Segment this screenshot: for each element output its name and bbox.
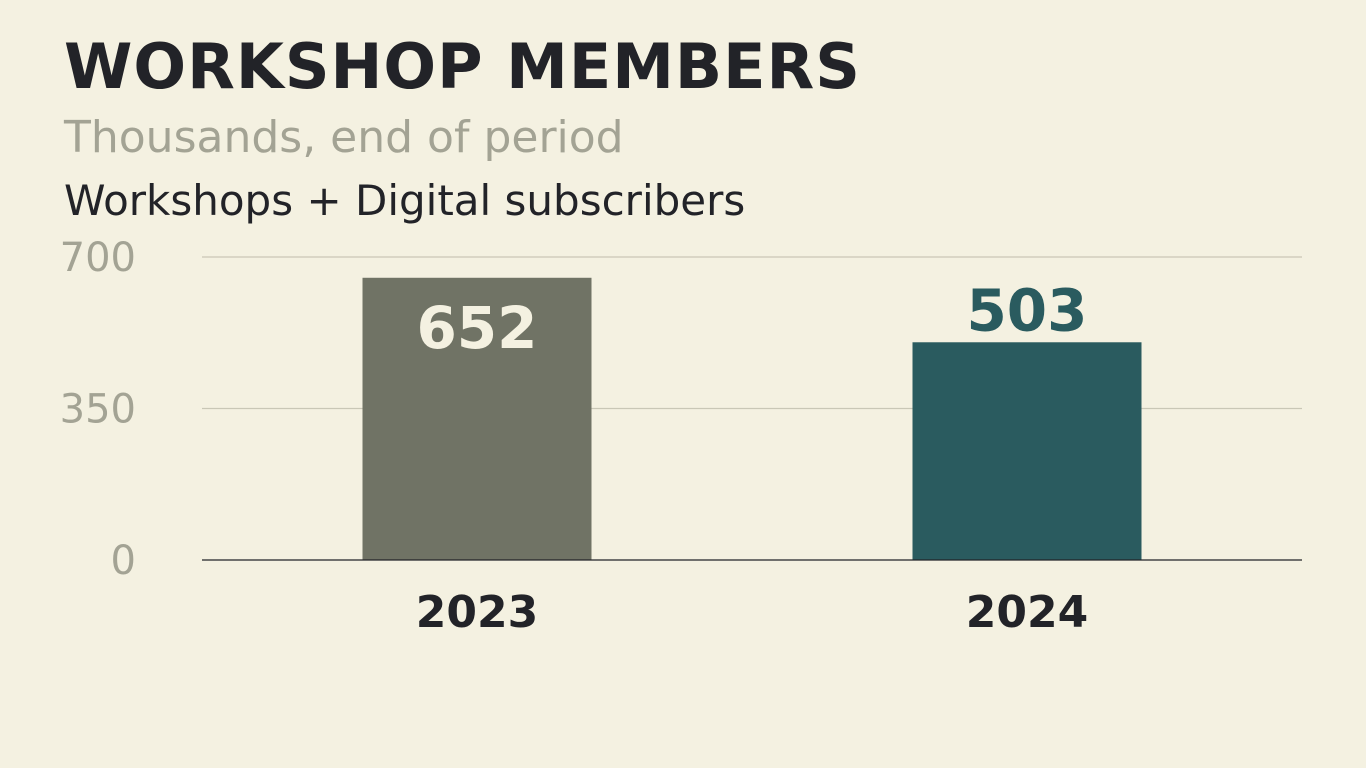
y-tick-label: 700 (60, 235, 136, 281)
series-label: Workshops + Digital subscribers (64, 176, 746, 225)
bar-2023 (362, 277, 592, 560)
chart-subtitle: Thousands, end of period (64, 112, 624, 163)
x-category-label: 2023 (416, 587, 538, 638)
bar-2024 (912, 342, 1142, 560)
value-label-2024: 503 (966, 276, 1087, 344)
x-category-label: 2024 (966, 587, 1088, 638)
chart-title: WORKSHOP MEMBERS (64, 30, 861, 103)
value-label-2023: 652 (416, 294, 537, 362)
y-tick-label: 0 (111, 538, 136, 584)
y-tick-label: 350 (60, 387, 136, 433)
